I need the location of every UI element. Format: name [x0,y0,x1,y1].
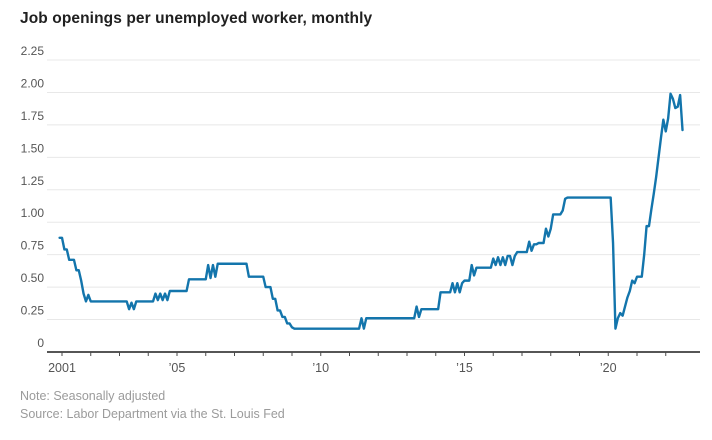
y-tick-label: 1.75 [21,109,45,123]
chart-title: Job openings per unemployed worker, mont… [20,10,373,27]
series-line-path [58,92,684,330]
x-tick-label: ’10 [312,361,329,375]
x-axis [47,351,700,356]
gridlines [47,59,700,321]
y-tick-label: 0.25 [21,304,45,318]
y-tick-label: 2.00 [21,76,45,90]
x-tick-label: ’20 [600,361,617,375]
chart-source: Source: Labor Department via the St. Lou… [20,407,285,421]
x-tick-label: ’15 [456,361,473,375]
y-tick-label: 1.00 [21,206,45,220]
chart-note: Note: Seasonally adjusted [20,389,166,403]
y-tick-label: 2.25 [21,44,45,58]
series-line [58,92,684,330]
y-axis-labels: 0 0.25 0.50 0.75 1.00 1.25 1.50 1.75 2.00 2.25 [21,44,45,350]
y-tick-label: 0 [37,336,44,350]
y-tick-label: 1.50 [21,141,45,155]
y-tick-label: 0.75 [21,239,45,253]
x-tick-label: ’05 [169,361,186,375]
x-axis-labels: 2001 ’05 ’10 ’15 ’20 [48,361,617,375]
x-tick-label: 2001 [48,361,76,375]
y-tick-label: 0.50 [21,271,45,285]
y-tick-label: 1.25 [21,174,45,188]
